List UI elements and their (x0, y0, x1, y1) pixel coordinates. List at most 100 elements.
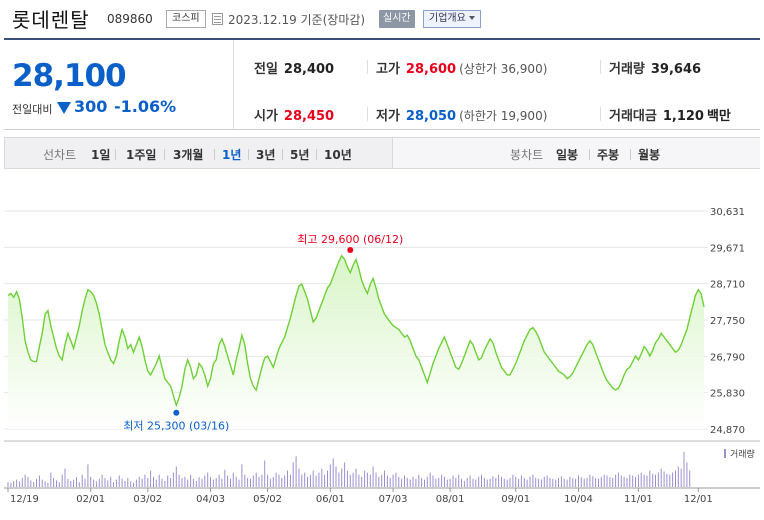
volume-bar (64, 468, 66, 487)
period-1d[interactable]: 1일 (91, 148, 111, 162)
volume-bar (489, 478, 491, 487)
volume-bar (566, 479, 568, 487)
volume-bar (275, 472, 277, 487)
volume-bar (509, 478, 511, 487)
price-box: 28,100 전일대비 300 -1.06% (4, 40, 234, 130)
divider (164, 149, 165, 160)
volume-bar (321, 468, 323, 487)
high-marker (347, 247, 354, 254)
volume-bar (558, 478, 559, 487)
volume-label: 거래량 (609, 62, 645, 77)
volume-bar (84, 478, 86, 487)
volume-bar (338, 472, 340, 487)
volume-bar (250, 478, 251, 487)
volume-bar (335, 466, 337, 487)
volume-bar (301, 474, 303, 487)
period-3y[interactable]: 3년 (256, 148, 276, 162)
volume-bar (441, 474, 443, 487)
volume-bar (375, 472, 377, 487)
volume-bar (227, 475, 229, 487)
volume-bar (455, 478, 457, 487)
volume-bar (269, 478, 271, 487)
down-triangle-icon (57, 102, 71, 114)
realtime-button[interactable]: 실시간 (379, 10, 415, 28)
volume-bar (555, 479, 557, 487)
volume-bar (501, 476, 502, 488)
volume-bar (56, 480, 57, 487)
volume-bar (332, 458, 334, 487)
volume-bar (155, 479, 157, 487)
volume-bar (461, 478, 462, 487)
volume-bar (27, 476, 29, 488)
volume-bar (309, 474, 311, 487)
volume-bar (372, 466, 374, 487)
divider (600, 107, 601, 121)
price-chart[interactable]: 30,631 29,671 28,710 27,750 26,790 25,830 24,8… (0, 190, 764, 520)
prev-close-value: 28,400 (283, 62, 335, 77)
volume-bar (366, 472, 368, 487)
volume-bar (289, 474, 291, 487)
volume-bar (552, 478, 554, 487)
volume-bar (204, 475, 206, 487)
volume-bar (127, 478, 129, 487)
volume-bar (175, 466, 177, 487)
volume-bar (384, 470, 385, 487)
candle-weekly[interactable]: 주봉 (597, 148, 620, 162)
volume-bar (361, 476, 363, 488)
divider (282, 149, 283, 160)
volume-bar (147, 478, 149, 487)
volume-bar (349, 474, 351, 487)
company-info-button[interactable]: 기업개요 (423, 10, 481, 28)
volume-bar (141, 478, 143, 487)
volume-bar (292, 462, 294, 487)
volume-legend: 거래량 (730, 448, 755, 460)
volume-bar (61, 474, 63, 487)
volume-bar (58, 482, 60, 487)
period-10y[interactable]: 10년 (324, 148, 352, 162)
volume-bar (195, 480, 197, 487)
x-tick-label: 05/02 (253, 494, 282, 505)
volume-bar (660, 468, 662, 487)
volume-bar (287, 470, 288, 487)
period-3m[interactable]: 3개월 (173, 148, 204, 162)
volume-bar (643, 474, 645, 487)
volume-bar (637, 474, 639, 487)
divider (115, 149, 116, 160)
volume-bar (486, 479, 488, 487)
candle-monthly[interactable]: 월봉 (638, 148, 661, 162)
volume-stat: 거래량 39,646 (609, 58, 701, 77)
prev-close-stat: 전일 28,400 (254, 58, 334, 77)
period-1w[interactable]: 1주일 (126, 148, 157, 162)
volume-bar (210, 476, 211, 488)
open-stat: 시가 28,450 (254, 105, 334, 124)
volume-bar (324, 474, 326, 487)
volume-bar (230, 478, 231, 487)
volume-bar (87, 464, 89, 487)
period-5y[interactable]: 5년 (290, 148, 310, 162)
volume-bar (538, 478, 540, 487)
volume-bar (115, 479, 117, 487)
volume-bar (255, 472, 257, 487)
amount-value: 1,120 (662, 109, 704, 124)
candle-daily[interactable]: 일봉 (556, 148, 579, 162)
volume-bar (41, 479, 43, 487)
volume-bar (429, 472, 431, 487)
volume-bar (406, 478, 408, 487)
market-badge: 코스피 (166, 10, 206, 28)
volume-bar (535, 478, 537, 487)
volume-bar (523, 478, 525, 487)
volume-bar (38, 475, 40, 487)
volume-bar (70, 480, 72, 487)
low-value: 28,050 (405, 109, 457, 124)
y-tick-label: 25,830 (710, 389, 745, 400)
chevron-down-icon (468, 16, 475, 20)
volume-bar (341, 468, 343, 487)
volume-bar (67, 478, 69, 487)
volume-bar (421, 478, 423, 487)
volume-bar (201, 478, 203, 487)
calendar-icon (212, 13, 223, 25)
period-1y[interactable]: 1년 (222, 148, 242, 162)
volume-bar (329, 464, 331, 487)
y-tick-label: 29,671 (710, 243, 745, 254)
divider (589, 149, 590, 160)
